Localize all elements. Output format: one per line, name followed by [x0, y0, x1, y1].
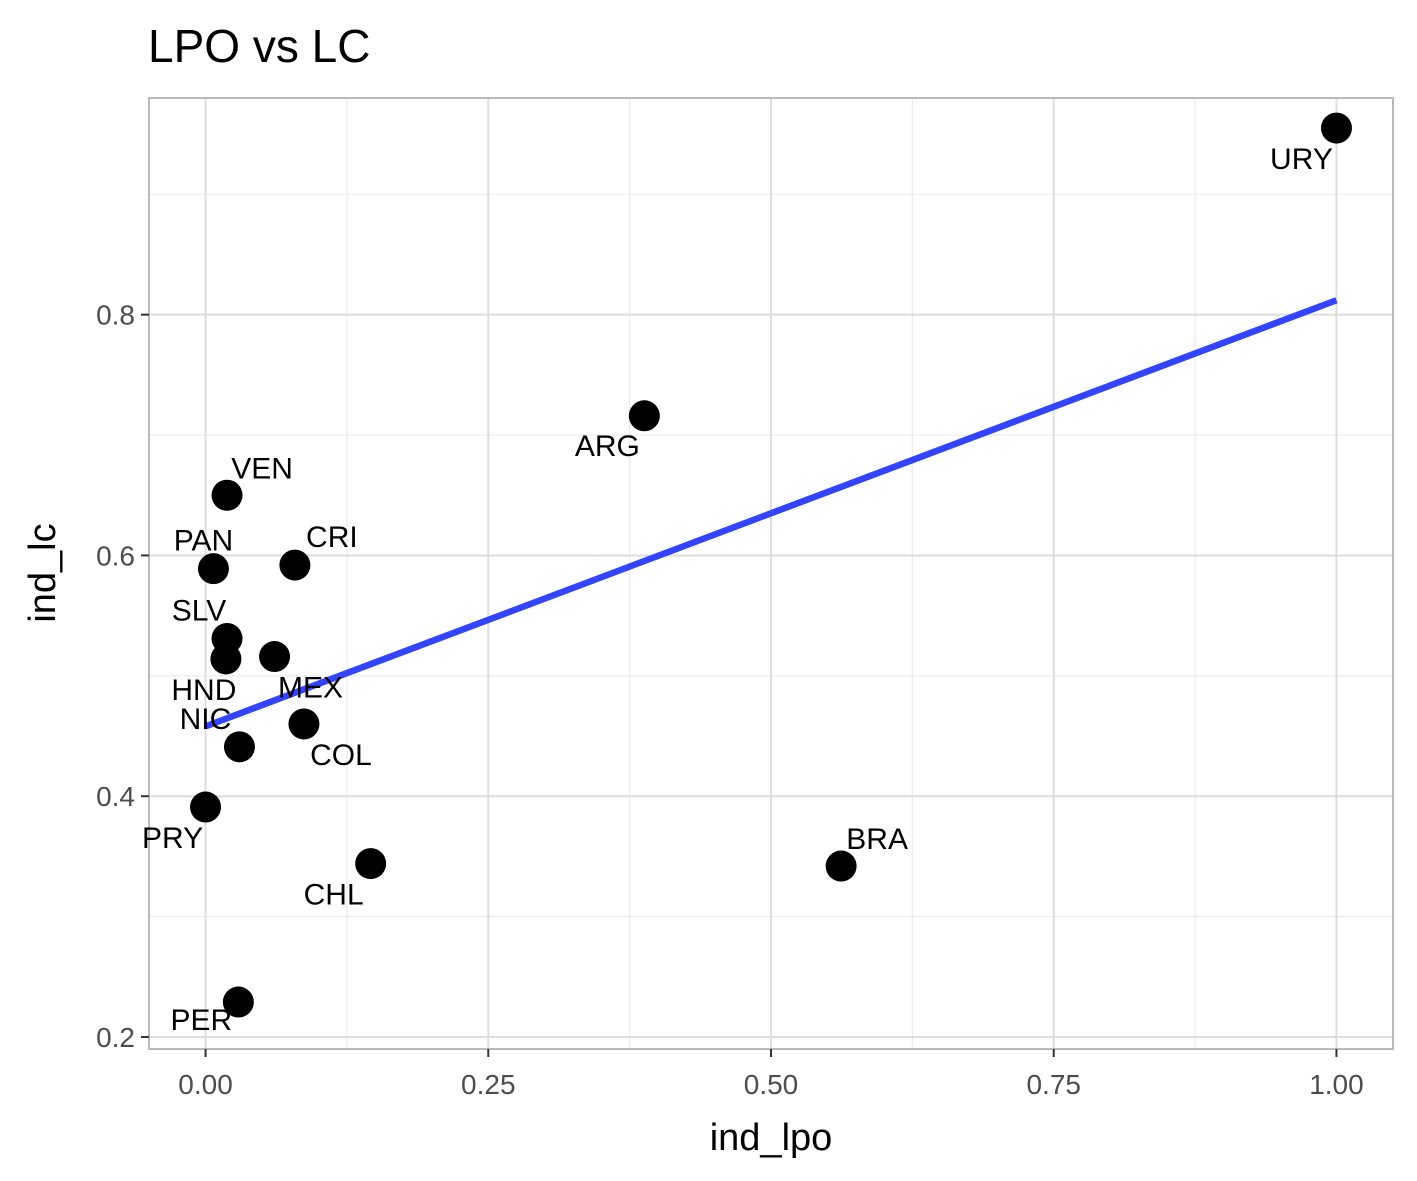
- point-label-bra: BRA: [846, 823, 908, 856]
- data-point: [279, 549, 311, 581]
- point-label-mex: MEX: [278, 672, 343, 705]
- x-tick-label: 1.00: [1309, 1069, 1364, 1100]
- data-point: [222, 986, 254, 1018]
- point-label-cri: CRI: [306, 521, 358, 554]
- data-point: [223, 731, 255, 763]
- data-point-labels: URY ARG VEN PAN CRI SLV HND MEX COL NIC PRY CHL BRA P…: [142, 143, 1333, 1037]
- point-label-pan: PAN: [174, 525, 233, 558]
- data-point: [288, 708, 320, 740]
- y-axis-ticks: 0.2 0.4 0.6 0.8: [96, 300, 149, 1053]
- data-point: [825, 850, 857, 882]
- x-tick-label: 0.75: [1026, 1069, 1081, 1100]
- data-point: [355, 848, 387, 880]
- grid-lines: [149, 98, 1393, 1049]
- point-label-pry: PRY: [142, 822, 203, 855]
- data-point: [259, 641, 291, 673]
- chart-title: LPO vs LC: [148, 20, 370, 72]
- trend-line: [204, 297, 1338, 730]
- y-tick-label: 0.8: [96, 300, 135, 331]
- point-label-arg: ARG: [575, 430, 640, 463]
- y-axis-title: ind_lc: [22, 523, 64, 622]
- data-point: [1320, 112, 1352, 144]
- x-tick-label: 0.50: [744, 1069, 799, 1100]
- data-point: [211, 479, 243, 511]
- x-tick-label: 0.00: [178, 1069, 233, 1100]
- data-point: [210, 643, 242, 675]
- point-label-chl: CHL: [304, 879, 364, 912]
- data-point: [197, 553, 229, 585]
- point-label-ury: URY: [1270, 143, 1333, 176]
- y-tick-label: 0.4: [96, 781, 135, 812]
- point-label-hnd: HND: [171, 674, 236, 707]
- x-axis-ticks: 0.00 0.25 0.50 0.75 1.00: [178, 1049, 1364, 1100]
- y-tick-label: 0.2: [96, 1022, 135, 1053]
- point-label-slv: SLV: [172, 595, 226, 628]
- point-label-nic: NIC: [180, 703, 232, 736]
- trend-line-group: [204, 297, 1338, 730]
- x-tick-label: 0.25: [461, 1069, 516, 1100]
- data-point: [190, 791, 222, 823]
- x-axis-title: ind_lpo: [710, 1117, 833, 1159]
- y-tick-label: 0.6: [96, 540, 135, 571]
- point-label-col: COL: [310, 739, 372, 772]
- point-label-ven: VEN: [231, 452, 293, 485]
- data-points: [190, 112, 1352, 1018]
- point-label-per: PER: [170, 1004, 232, 1037]
- data-point: [628, 400, 660, 432]
